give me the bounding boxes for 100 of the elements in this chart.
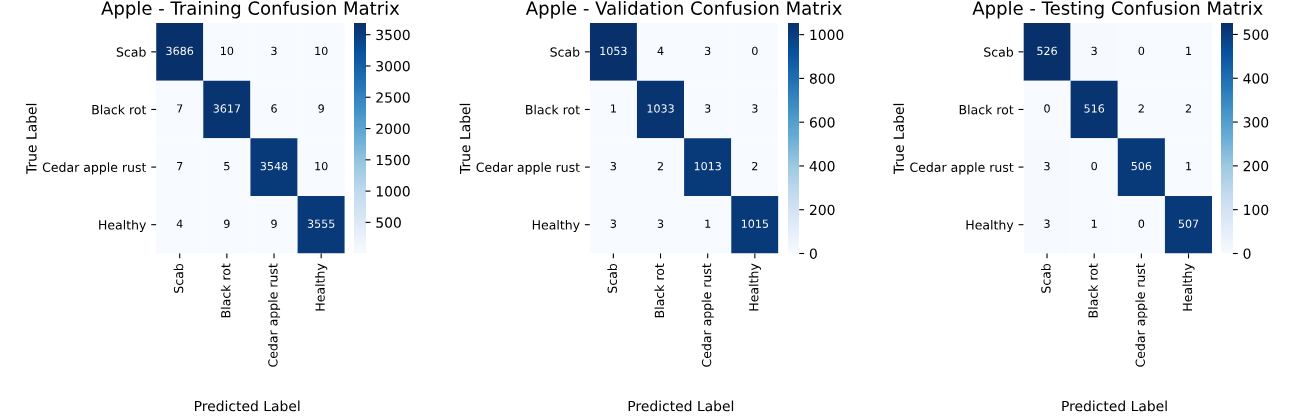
- x-tick-label: Scab: [1040, 263, 1051, 293]
- color-bar-label: 2500: [376, 92, 410, 103]
- color-bar-label: 1000: [810, 29, 844, 41]
- y-tick-label: Scab: [550, 47, 580, 57]
- color-bar-label: 100: [1244, 204, 1269, 216]
- color-bar-label: 300: [1243, 117, 1269, 128]
- data-label: 2: [1185, 104, 1191, 113]
- data-label: 1033: [647, 104, 674, 113]
- data-label: 3: [1091, 46, 1097, 56]
- data-label: 1053: [600, 46, 627, 56]
- color-bar-label: 200: [1243, 160, 1269, 172]
- data-label: 3: [705, 46, 711, 56]
- x-tick-label: Scab: [173, 263, 184, 293]
- y-tick-label: Cedar apple rust: [910, 162, 1014, 175]
- data-label: 0: [1138, 219, 1145, 228]
- y-axis-title: True Label: [459, 103, 471, 174]
- x-axis-title: Predicted Label: [1062, 400, 1167, 412]
- data-label: 3: [705, 104, 711, 113]
- data-label: 2: [657, 161, 663, 171]
- color-bar-label: 400: [809, 160, 835, 172]
- color-bar-label: 800: [809, 73, 835, 84]
- x-tick-label: Cedar apple rust: [701, 263, 714, 367]
- data-label: 4: [176, 219, 183, 228]
- data-label: 3: [1044, 219, 1050, 228]
- y-axis-title: True Label: [25, 103, 37, 174]
- data-label: 516: [1084, 104, 1105, 113]
- data-label: 9: [318, 104, 324, 113]
- data-label: 3: [752, 104, 758, 113]
- data-label: 4: [657, 46, 664, 55]
- y-tick-label: Scab: [116, 47, 146, 57]
- data-label: 10: [221, 46, 234, 56]
- color-bar-label: 0: [1243, 248, 1251, 259]
- x-axis-title: Predicted Label: [195, 400, 300, 412]
- data-label: 2: [1138, 104, 1144, 113]
- data-label: 0: [1044, 104, 1050, 113]
- data-label: 10: [315, 161, 328, 171]
- color-bar-label: 3000: [376, 60, 410, 72]
- data-label: 1: [705, 219, 711, 228]
- color-bar-label: 1500: [376, 154, 410, 166]
- y-tick-label: Cedar apple rust: [476, 162, 580, 175]
- x-axis-title: Predicted Label: [628, 400, 734, 412]
- color-bar-label: 600: [809, 117, 835, 128]
- data-label: 507: [1178, 219, 1199, 228]
- x-tick-label: Healthy: [315, 263, 328, 311]
- x-tick-label: Black rot: [654, 263, 665, 318]
- data-label: 3555: [307, 219, 335, 228]
- y-tick-label: Healthy: [532, 219, 580, 233]
- data-label: 3: [610, 219, 617, 228]
- data-label: 3686: [166, 46, 194, 56]
- y-tick-label: Black rot: [526, 104, 580, 115]
- data-label: 1: [1186, 162, 1192, 171]
- data-label: 3: [610, 161, 617, 171]
- data-label: 3617: [213, 104, 241, 113]
- data-label: 3: [271, 46, 277, 56]
- y-tick-label: Healthy: [966, 219, 1014, 233]
- data-label: 0: [752, 46, 758, 56]
- color-bar-label: 3500: [376, 29, 410, 41]
- data-label: 0: [1091, 161, 1097, 171]
- chart-title: Apple - Validation Confusion Matrix: [525, 0, 842, 19]
- y-tick-label: Black rot: [92, 104, 147, 115]
- data-label: 526: [1037, 46, 1057, 56]
- data-label: 3548: [260, 161, 288, 171]
- data-label: 3: [657, 219, 664, 228]
- color-bar-label: 400: [1243, 73, 1269, 84]
- color-bar-label: 500: [1243, 29, 1269, 40]
- x-tick-label: Scab: [607, 263, 617, 293]
- data-label: 1: [1186, 46, 1192, 55]
- x-tick-label: Healthy: [1182, 263, 1195, 311]
- data-label: 0: [1138, 46, 1145, 56]
- x-tick-label: Black rot: [220, 263, 231, 318]
- data-label: 10: [315, 46, 328, 56]
- data-label: 9: [271, 219, 277, 228]
- color-bar-label: 1000: [376, 186, 410, 197]
- color-bar-label: 200: [809, 204, 835, 216]
- data-label: 506: [1131, 161, 1152, 171]
- data-label: 1: [611, 104, 616, 113]
- color-bar-label: 2000: [376, 123, 410, 135]
- x-tick-label: Cedar apple rust: [1135, 263, 1148, 367]
- data-label: 1015: [741, 219, 769, 228]
- x-tick-label: Healthy: [748, 263, 761, 311]
- data-label: 7: [177, 104, 183, 113]
- data-label: 3: [1044, 161, 1050, 171]
- y-tick-label: Cedar apple rust: [42, 162, 147, 175]
- y-tick-label: Scab: [984, 47, 1014, 57]
- data-label: 6: [271, 104, 277, 113]
- data-label: 7: [177, 162, 183, 171]
- y-tick-label: Black rot: [959, 104, 1014, 115]
- data-label: 2: [752, 161, 758, 171]
- y-axis-title: True Label: [893, 103, 904, 174]
- data-label: 9: [224, 219, 230, 228]
- x-tick-label: Cedar apple rust: [267, 263, 281, 367]
- y-tick-label: Healthy: [99, 219, 147, 233]
- color-bar-label: 500: [376, 217, 401, 228]
- data-label: 1013: [694, 161, 721, 171]
- data-label: 1: [1091, 219, 1097, 228]
- color-bar-label: 0: [809, 248, 817, 259]
- chart-title: Apple - Training Confusion Matrix: [101, 0, 400, 19]
- x-tick-label: Black rot: [1088, 263, 1098, 318]
- chart-title: Apple - Testing Confusion Matrix: [972, 0, 1263, 19]
- data-label: 5: [224, 162, 230, 171]
